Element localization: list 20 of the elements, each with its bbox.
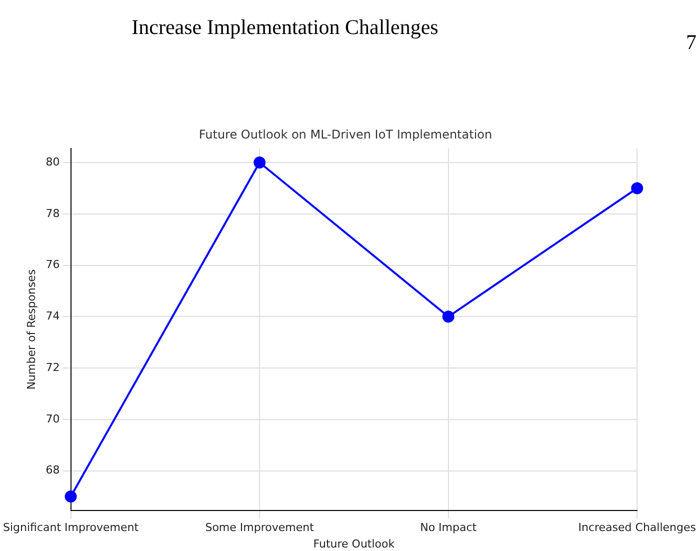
chart-title: Future Outlook on ML-Driven IoT Implementation [198, 127, 492, 142]
point [254, 156, 266, 169]
point [631, 182, 644, 194]
y-tick-label: 72 [46, 360, 60, 374]
y-tick-label: 78 [46, 206, 60, 220]
x-tick-label: Increased Challenges [578, 521, 696, 534]
x-axis-title: Future Outlook [313, 537, 396, 550]
point [442, 310, 454, 323]
x-tick-label: Some Improvement [205, 521, 315, 534]
point [64, 490, 77, 502]
x-tick-label: No Impact [420, 521, 478, 534]
y-tick-label: 76 [46, 258, 60, 272]
x-tick-label: Significant Improvement [3, 521, 140, 534]
y-tick-label: 68 [46, 464, 60, 477]
text: Increase Implementation Challenges [130, 15, 440, 39]
y-tick-label: 74 [46, 310, 60, 323]
y-tick-label: 80 [46, 155, 60, 168]
y-axis-title: Number of Responses [25, 269, 38, 390]
text: 7 [686, 30, 696, 55]
y-tick-label: 70 [46, 412, 60, 426]
